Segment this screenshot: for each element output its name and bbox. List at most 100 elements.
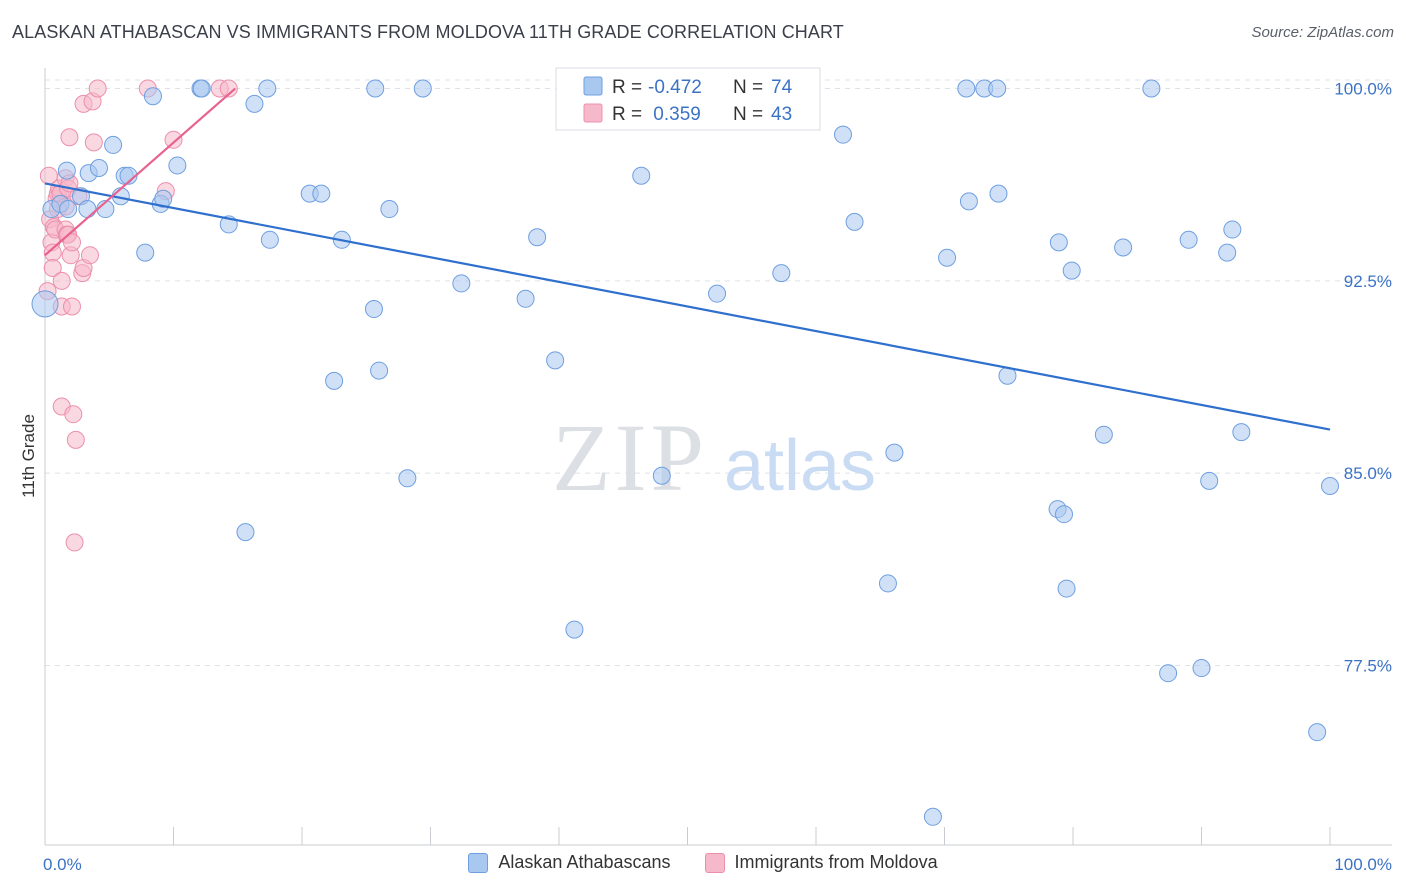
moldova-point [84,133,103,152]
moldova-trend-line [44,87,236,257]
y-tick-label: 92.5% [1344,272,1392,291]
athabascan-trend-line [44,182,1331,431]
moldova-point [219,79,238,98]
athabascan-point [632,166,651,185]
grid-lines [45,79,1392,666]
series-legend: Alaskan Athabascans Immigrants from Mold… [0,852,1406,873]
athabascan-point [772,264,791,283]
athabascan-point [565,620,584,639]
moldova-point [88,79,107,98]
legend-swatch-blue [583,76,603,96]
source-credit: Source: ZipAtlas.com [1251,24,1394,41]
athabascan-point [1192,659,1211,678]
athabascan-point [878,574,897,593]
series-moldova-points [38,79,238,552]
athabascan-point [312,184,331,203]
athabascan-point [78,200,97,219]
x-tick-labels: 0.0% 100.0% [43,855,1392,874]
athabascan-point [516,289,535,308]
athabascan-point [89,159,108,178]
moldova-point [43,259,62,278]
moldova-point [64,405,83,424]
athabascan-point [528,228,547,247]
athabascan-point [398,469,417,488]
athabascan-point [1232,423,1251,442]
athabascan-point [885,443,904,462]
athabascan-point [938,248,957,267]
legend-item-moldova: Immigrants from Moldova [704,852,938,873]
legend-n-value-2: 43 [771,104,792,125]
athabascan-point [1308,723,1327,742]
athabascan-point [380,200,399,219]
athabascan-point [845,212,864,231]
athabascan-point [923,807,942,826]
watermark-zip: ZIP [552,404,708,511]
athabascan-point [192,79,211,98]
legend-r-value-2: 0.359 [648,104,701,125]
moldova-point [65,533,84,552]
athabascan-point [245,94,264,113]
moldova-point [66,430,85,449]
athabascan-point [708,284,727,303]
athabascan-point [652,466,671,485]
athabascan-point [959,192,978,211]
athabascan-point [143,87,162,106]
moldova-point [52,271,71,290]
athabascan-point [1142,79,1161,98]
y-tick-label: 85.0% [1344,464,1392,483]
x-tick-label-min: 0.0% [43,855,82,874]
athabascan-point [370,361,389,380]
athabascan-point [833,125,852,144]
legend-r-value-1: -0.472 [648,77,702,98]
series-athabascan-points [31,79,1339,826]
moldova-point [80,246,99,265]
athabascan-point [1179,230,1198,249]
athabascan-point [1057,579,1076,598]
legend-r-label-2: R = [612,104,642,125]
athabascan-point [452,274,471,293]
athabascan-point [1223,220,1242,239]
y-axis-label: 11th Grade [19,414,38,498]
athabascan-point [31,290,59,318]
athabascan-point [1049,233,1068,252]
x-tick-label-max: 100.0% [1334,855,1392,874]
athabascan-point [59,200,78,219]
legend-label-athabascans: Alaskan Athabascans [498,852,671,872]
athabascan-point [258,79,277,98]
athabascan-point [1062,261,1081,280]
trend-lines [44,87,1331,431]
y-tick-label: 77.5% [1344,656,1392,675]
athabascan-point [168,156,187,175]
legend-swatch-pink [583,103,603,123]
stats-legend: R = -0.472 N = 74 R = 0.359 N = 43 [555,67,821,131]
legend-label-moldova: Immigrants from Moldova [734,852,938,872]
y-tick-label: 100.0% [1334,80,1392,99]
legend-n-label-1: N = [733,77,763,98]
athabascan-point [366,79,385,98]
athabascan-point [546,351,565,370]
legend-swatch-athabascans [468,852,489,873]
moldova-point [39,166,58,185]
moldova-point [60,128,79,147]
moldova-point [164,130,183,149]
athabascan-point [325,371,344,390]
athabascan-point [1321,476,1339,495]
athabascan-point [104,135,123,154]
athabascan-point [260,230,279,249]
athabascan-point [1200,471,1219,490]
legend-r-label-1: R = [612,77,642,98]
athabascan-point [957,79,976,98]
axes [44,68,1392,846]
y-tick-labels: 77.5% 85.0% 92.5% 100.0% [1334,80,1392,676]
athabascan-point [236,523,255,542]
athabascan-point [1055,505,1074,524]
watermark-atlas: atlas [724,426,876,506]
athabascan-point [413,79,432,98]
athabascan-point [57,161,76,180]
athabascan-point [136,243,155,262]
watermark: ZIP atlas [552,404,876,511]
moldova-point [62,297,81,316]
legend-item-athabascans: Alaskan Athabascans [468,852,671,873]
legend-n-value-1: 74 [771,77,793,98]
athabascan-point [154,189,173,208]
